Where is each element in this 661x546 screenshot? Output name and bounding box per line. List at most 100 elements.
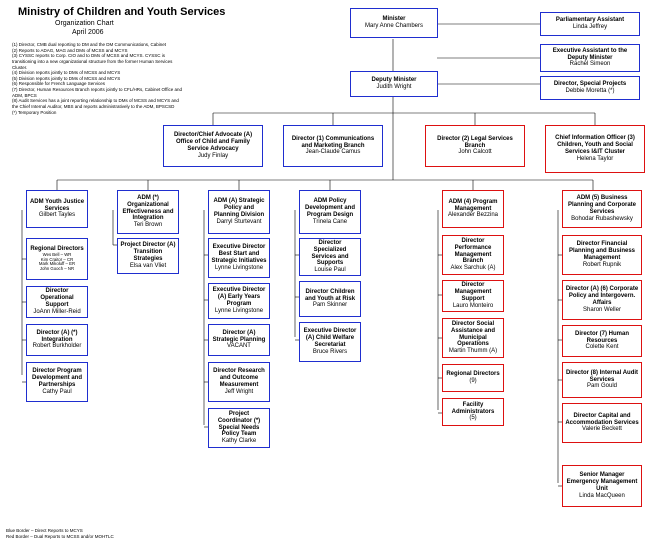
node-name: JoAnn Miller-Reid xyxy=(33,309,80,316)
node-name: Bohodar Rubashewsky xyxy=(571,216,633,223)
node-name: Alex Sarchuk (A) xyxy=(450,265,495,272)
node-name: Pam Skinner xyxy=(313,302,347,309)
node-name: Linda Jeffrey xyxy=(573,24,607,31)
node-exec-dir-best-start: Executive Director Best Start and Strate… xyxy=(208,238,270,278)
node-proj-coord-special-needs: Project Coordinator (*) Special Needs Po… xyxy=(208,408,270,448)
node-deputy-minister: Deputy MinisterJudith Wright xyxy=(350,71,438,97)
node-name: John Calcott xyxy=(458,149,491,156)
node-dir-research: Director Research and Outcome Measuremen… xyxy=(208,362,270,402)
node-legal: Director (2) Legal Services BranchJohn C… xyxy=(425,125,525,167)
footnote-line: (3) CYSSC reports to Corp. CIO and to DM… xyxy=(12,53,182,70)
node-adm-strategic-policy: ADM (A) Strategic Policy and Planning Di… xyxy=(208,190,270,234)
node-title: ADM (4) Program Management xyxy=(445,199,501,213)
node-adm-org-effectiveness: ADM (*) Organizational Effectiveness and… xyxy=(117,190,179,234)
node-title: Director (8) Internal Audit Services xyxy=(565,370,639,384)
node-name: Gilbert Tayles xyxy=(39,212,75,219)
footnotes: (1) Director, CMB dual reporting to DM a… xyxy=(12,42,182,115)
node-exec-dir-child-welfare: Executive Director (A) Child Welfare Sec… xyxy=(299,322,361,362)
node-name: Jean-Claude Camus xyxy=(306,149,361,156)
node-name: Mary Anne Chambers xyxy=(365,23,423,30)
node-name: Robert Rupnik xyxy=(583,262,621,269)
page-date: April 2006 xyxy=(72,29,104,37)
node-name: Rachel Simeon xyxy=(570,61,611,68)
node-exec-dir-early-years: Executive Director (A) Early Years Progr… xyxy=(208,283,270,319)
node-title: Director Capital and Accommodation Servi… xyxy=(565,413,639,427)
node-name: Louise Paul xyxy=(314,267,345,274)
node-name: (5) xyxy=(469,415,476,422)
node-dir-financial-planning: Director Financial Planning and Business… xyxy=(562,235,642,275)
node-title: Director Children and Youth at Risk xyxy=(302,289,358,303)
node-title: Executive Director (A) Child Welfare Sec… xyxy=(302,328,358,349)
node-title: ADM (A) Strategic Policy and Planning Di… xyxy=(211,198,267,219)
node-title: Project Director (A) Transition Strategi… xyxy=(120,242,176,263)
node-title: Director/Chief Advocate (A) Office of Ch… xyxy=(166,132,260,153)
node-title: Parliamentary Assistant xyxy=(556,17,624,24)
node-dir-children-youth-risk: Director Children and Youth at RiskPam S… xyxy=(299,281,361,317)
node-title: Director Research and Outcome Measuremen… xyxy=(211,368,267,389)
footnote-line: (1) Director, CMB dual reporting to DM a… xyxy=(12,42,182,48)
footnote-line: (8) Audit Services has a joint reporting… xyxy=(12,98,182,109)
node-name: Linda MacQueen xyxy=(579,493,625,500)
footnote-line: (*) Temporary Position xyxy=(12,110,182,116)
node-name: Bruce Rivers xyxy=(313,349,347,356)
node-dir-performance-mgmt: Director Performance Management BranchAl… xyxy=(442,235,504,275)
node-title: Deputy Minister xyxy=(371,77,416,84)
node-title: Director, Special Projects xyxy=(554,81,626,88)
node-title: Senior Manager Emergency Management Unit xyxy=(565,472,639,493)
node-title: Director (2) Legal Services Branch xyxy=(428,136,522,150)
node-minister: MinisterMary Anne Chambers xyxy=(350,8,438,38)
node-name: Robert Burkholder xyxy=(33,343,82,350)
node-name: Cathy Paul xyxy=(42,389,71,396)
node-title: Executive Assistant to the Deputy Minist… xyxy=(543,48,637,62)
node-dir-op-support: Director Operational SupportJoAnn Miller… xyxy=(26,286,88,318)
node-title: Executive Director Best Start and Strate… xyxy=(211,244,267,265)
node-title: Director Performance Management Branch xyxy=(445,238,501,266)
node-dir-hr: Director (7) Human ResourcesColette Kent xyxy=(562,325,642,357)
node-name: Lynne Livingstone xyxy=(215,265,263,272)
node-dir-internal-audit: Director (8) Internal Audit ServicesPam … xyxy=(562,362,642,398)
node-title: Chief Information Officer (3) Children, … xyxy=(548,135,642,156)
node-parl-assistant: Parliamentary AssistantLinda Jeffrey xyxy=(540,12,640,36)
node-name: Pam Gould xyxy=(587,383,617,390)
node-title: Director (A) (6) Corporate Policy and In… xyxy=(565,286,639,307)
legend-red: Red Border – Dual Reports to MCSS and/or… xyxy=(6,534,114,540)
node-title: Facility Administrators xyxy=(445,402,501,416)
node-dir-social-assistance: Director Social Assistance and Municipal… xyxy=(442,318,504,358)
node-adm-program-mgmt: ADM (4) Program ManagementAlexander Bezz… xyxy=(442,190,504,228)
node-title: Director (A) Strategic Planning xyxy=(211,330,267,344)
node-exec-assistant: Executive Assistant to the Deputy Minist… xyxy=(540,44,640,72)
node-title: Director (7) Human Resources xyxy=(565,331,639,345)
node-title: Director Management Support xyxy=(445,282,501,303)
node-adm-policy-dev: ADM Policy Development and Program Desig… xyxy=(299,190,361,234)
node-title: Director (1) Communications and Marketin… xyxy=(286,136,380,150)
node-title: ADM Youth Justice Services xyxy=(29,199,85,213)
node-adm-youth-justice: ADM Youth Justice ServicesGilbert Tayles xyxy=(26,190,88,228)
node-name: Sharon Weller xyxy=(583,307,621,314)
node-sr-mgr-emergency: Senior Manager Emergency Management Unit… xyxy=(562,465,642,507)
node-name: Elsa van Vliet xyxy=(130,263,166,270)
node-facility-admins: Facility Administrators(5) xyxy=(442,398,504,426)
node-regional-directors-2: Regional Directors(9) xyxy=(442,364,504,392)
node-dir-specialized-services: Director Specialized Services and Suppor… xyxy=(299,238,361,276)
node-name: Helena Taylor xyxy=(577,156,614,163)
node-name: Darryl Sturtevant xyxy=(216,219,261,226)
node-name: Trinela Cane xyxy=(313,219,347,226)
node-name: (9) xyxy=(469,378,476,385)
node-title: Executive Director (A) Early Years Progr… xyxy=(211,287,267,308)
node-title: Director Specialized Services and Suppor… xyxy=(302,240,358,268)
node-cio: Chief Information Officer (3) Children, … xyxy=(545,125,645,173)
node-dir-integration: Director (A) (*) IntegrationRobert Burkh… xyxy=(26,324,88,356)
node-comm-marketing: Director (1) Communications and Marketin… xyxy=(283,125,383,167)
node-title: Director Social Assistance and Municipal… xyxy=(445,321,501,349)
page-subtitle: Organization Chart xyxy=(55,20,114,28)
node-name: Judith Wright xyxy=(377,84,412,91)
node-title: Minister xyxy=(382,16,405,23)
node-title: Director (A) (*) Integration xyxy=(29,330,85,344)
node-proj-dir-transition: Project Director (A) Transition Strategi… xyxy=(117,238,179,274)
node-name: Teri Brown xyxy=(134,222,162,229)
node-name: Wes Bell – WR Kim Craitor – CR Mark Miko… xyxy=(39,253,75,273)
footnote-line: (7) Director, Human Resources Branch rep… xyxy=(12,87,182,98)
node-name: Valerie Beckett xyxy=(582,426,622,433)
node-name: Lauro Monteiro xyxy=(453,303,493,310)
node-advocate: Director/Chief Advocate (A) Office of Ch… xyxy=(163,125,263,167)
